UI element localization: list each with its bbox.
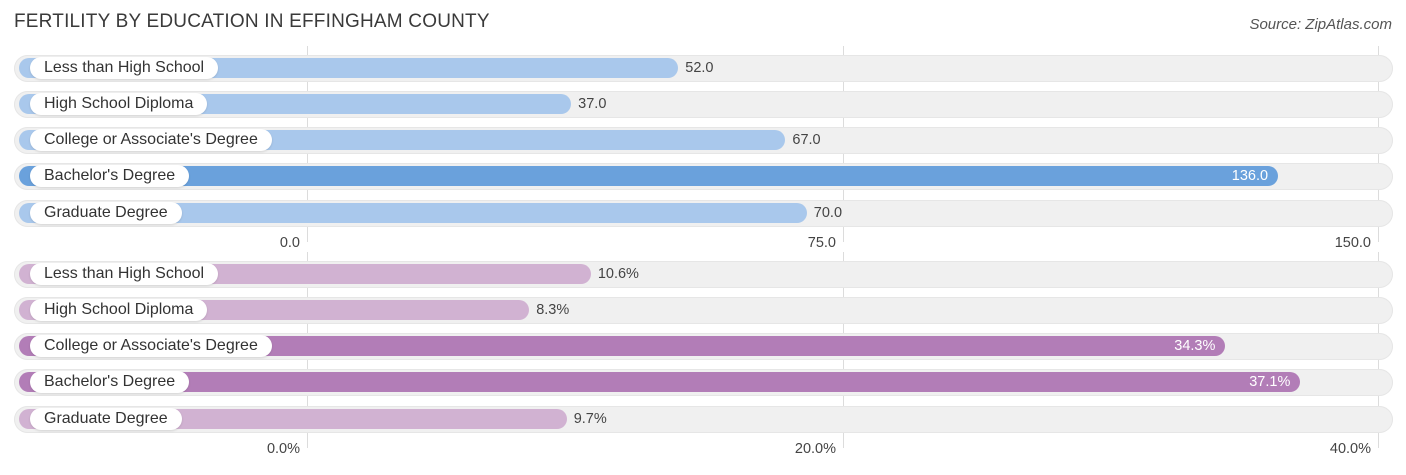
bar[interactable] — [19, 166, 1279, 186]
fertility-count-chart: Less than High School 52.0 High School Dip… — [0, 46, 1406, 256]
tick-label: 0.0% — [266, 441, 300, 457]
tick-label: 0.0 — [279, 235, 300, 251]
category-label: Bachelor's Degree — [30, 371, 190, 393]
value-label: 67.0 — [792, 132, 821, 148]
category-label: Graduate Degree — [30, 408, 182, 430]
category-label: Less than High School — [30, 57, 219, 79]
category-label: College or Associate's Degree — [30, 335, 272, 357]
value-label: 70.0 — [813, 205, 843, 221]
fertility-percent-chart: Less than High School 10.6% High School Di… — [0, 252, 1406, 467]
category-label: Bachelor's Degree — [30, 165, 190, 187]
tick-label: 75.0 — [807, 235, 836, 251]
tick-label: 150.0 — [1334, 235, 1371, 251]
category-label: College or Associate's Degree — [30, 129, 272, 151]
value-label: 37.1% — [1249, 374, 1291, 390]
value-label: 37.0 — [578, 96, 607, 112]
source-label: Source: ZipAtlas.com — [1249, 16, 1392, 33]
category-label: Less than High School — [30, 263, 219, 285]
value-label: 8.3% — [536, 302, 570, 318]
category-label: High School Diploma — [30, 93, 208, 115]
category-label: High School Diploma — [30, 299, 208, 321]
bar[interactable] — [19, 372, 1301, 392]
value-label: 10.6% — [597, 266, 639, 282]
category-label: Graduate Degree — [30, 202, 182, 224]
chart-title: FERTILITY BY EDUCATION IN EFFINGHAM COUN… — [14, 11, 490, 32]
bar[interactable] — [19, 336, 1226, 356]
value-label: 52.0 — [685, 60, 714, 76]
tick-label: 20.0% — [794, 441, 836, 457]
tick-label: 40.0% — [1329, 441, 1371, 457]
value-label: 9.7% — [573, 411, 607, 427]
value-label: 136.0 — [1231, 168, 1269, 184]
bar[interactable] — [19, 203, 807, 223]
value-label: 34.3% — [1174, 338, 1216, 354]
